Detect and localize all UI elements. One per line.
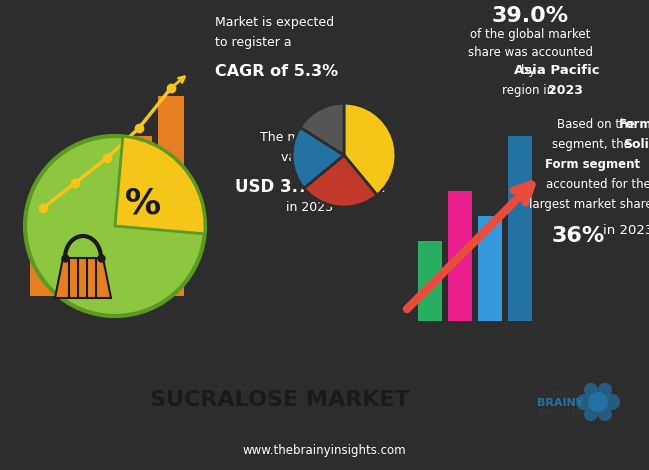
Bar <box>158 96 184 296</box>
Text: in 2023: in 2023 <box>286 201 334 214</box>
Bar <box>448 191 472 321</box>
Text: 2023: 2023 <box>548 84 582 97</box>
Circle shape <box>576 394 592 410</box>
Text: Based on the: Based on the <box>557 118 639 131</box>
Bar <box>418 241 442 321</box>
Text: 36%: 36% <box>552 226 605 246</box>
Text: CAGR of 5.3%: CAGR of 5.3% <box>215 64 338 79</box>
Text: %: % <box>125 187 161 221</box>
Text: in 2023: in 2023 <box>603 224 649 237</box>
Bar <box>126 136 152 296</box>
Text: by: by <box>521 64 539 77</box>
Wedge shape <box>292 127 344 188</box>
Text: THE: THE <box>551 391 569 400</box>
Circle shape <box>598 383 612 397</box>
Text: BRAINY: BRAINY <box>537 398 583 408</box>
Circle shape <box>588 392 608 412</box>
Circle shape <box>584 383 598 397</box>
Text: of the global market: of the global market <box>470 28 590 41</box>
Wedge shape <box>304 155 377 207</box>
Text: share was accounted: share was accounted <box>467 46 593 59</box>
Circle shape <box>584 407 598 421</box>
Circle shape <box>25 136 205 316</box>
Wedge shape <box>300 103 344 155</box>
Text: Market is expected: Market is expected <box>215 16 334 29</box>
Text: Asia Pacific: Asia Pacific <box>514 64 600 77</box>
Text: largest market share of: largest market share of <box>529 198 649 211</box>
Text: Form segment: Form segment <box>545 158 641 171</box>
Text: segment, the: segment, the <box>552 138 634 151</box>
Circle shape <box>598 407 612 421</box>
Text: to register a: to register a <box>215 36 291 49</box>
Text: INSIGHTS: INSIGHTS <box>537 407 582 416</box>
Bar <box>478 216 502 321</box>
Polygon shape <box>55 258 111 298</box>
Text: USD 3.73 Billion: USD 3.73 Billion <box>235 178 386 196</box>
Text: Solid: Solid <box>622 138 649 151</box>
Circle shape <box>604 394 620 410</box>
Text: accounted for the: accounted for the <box>546 178 649 191</box>
Text: 39.0%: 39.0% <box>491 6 569 26</box>
Wedge shape <box>344 103 396 195</box>
Bar <box>30 216 56 296</box>
Text: www.thebrainyinsights.com: www.thebrainyinsights.com <box>242 444 406 456</box>
Bar <box>62 191 88 296</box>
Text: valued at: valued at <box>280 151 339 164</box>
Text: SUCRALOSE MARKET: SUCRALOSE MARKET <box>150 390 410 410</box>
Wedge shape <box>115 136 205 234</box>
Text: Form: Form <box>619 118 649 131</box>
Bar <box>94 166 120 296</box>
Bar <box>508 136 532 321</box>
Text: The market was: The market was <box>260 131 360 144</box>
Text: region in: region in <box>502 84 558 97</box>
